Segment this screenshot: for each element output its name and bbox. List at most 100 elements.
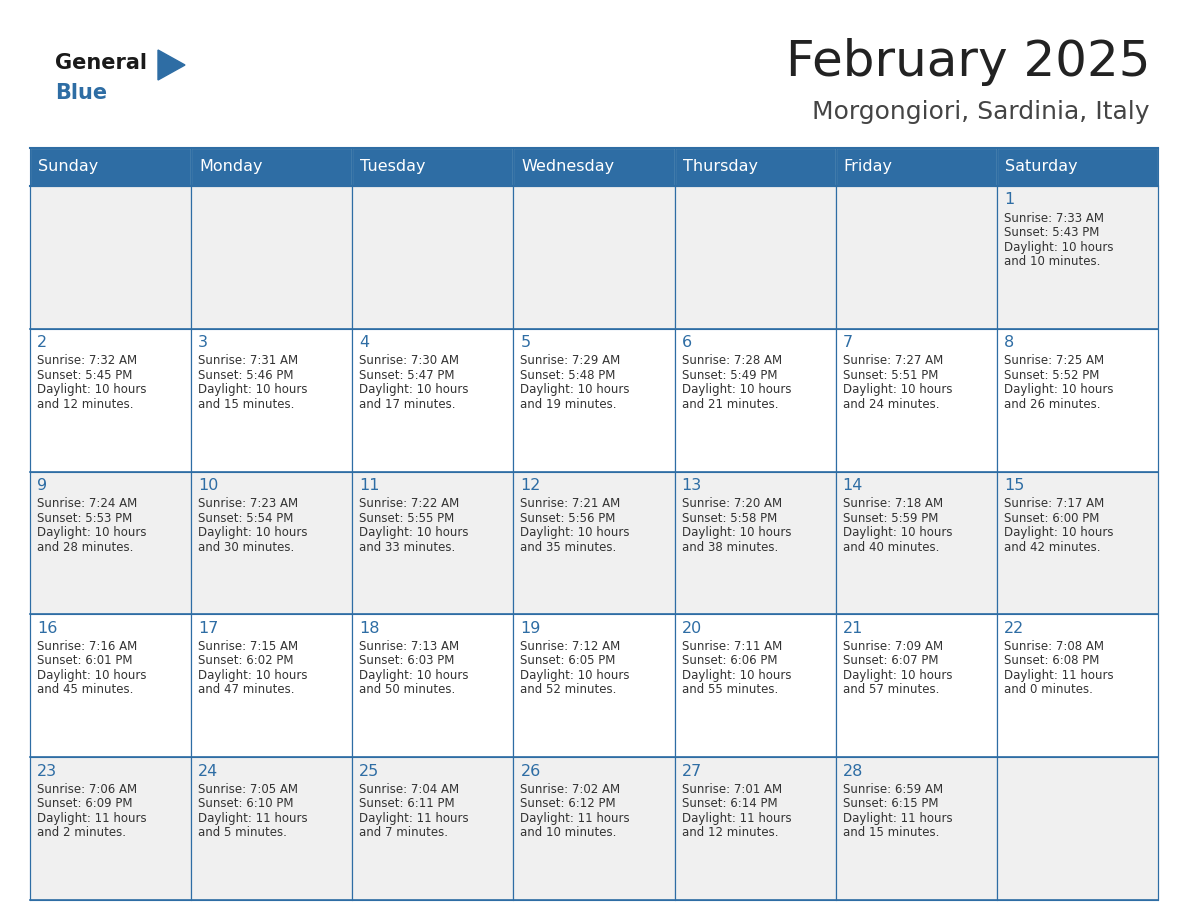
Text: Sunrise: 7:21 AM: Sunrise: 7:21 AM — [520, 498, 620, 510]
Text: 14: 14 — [842, 478, 864, 493]
Bar — [675, 186, 835, 329]
Text: Daylight: 10 hours: Daylight: 10 hours — [198, 526, 308, 539]
Text: Sunrise: 7:06 AM: Sunrise: 7:06 AM — [37, 783, 137, 796]
Bar — [513, 148, 675, 186]
Text: Monday: Monday — [200, 160, 263, 174]
Text: Sunrise: 7:18 AM: Sunrise: 7:18 AM — [842, 498, 943, 510]
Text: Sunset: 6:01 PM: Sunset: 6:01 PM — [37, 655, 133, 667]
Text: and 47 minutes.: and 47 minutes. — [198, 683, 295, 697]
Text: Sunrise: 7:04 AM: Sunrise: 7:04 AM — [359, 783, 460, 796]
Text: Daylight: 11 hours: Daylight: 11 hours — [842, 812, 953, 824]
Bar — [191, 148, 353, 186]
Text: 17: 17 — [198, 621, 219, 636]
Text: Sunrise: 7:17 AM: Sunrise: 7:17 AM — [1004, 498, 1104, 510]
Text: Daylight: 10 hours: Daylight: 10 hours — [682, 526, 791, 539]
Text: and 57 minutes.: and 57 minutes. — [842, 683, 939, 697]
Text: 20: 20 — [682, 621, 702, 636]
Text: Daylight: 10 hours: Daylight: 10 hours — [37, 384, 146, 397]
Text: February 2025: February 2025 — [785, 38, 1150, 86]
Text: 25: 25 — [359, 764, 379, 778]
Text: Sunrise: 7:20 AM: Sunrise: 7:20 AM — [682, 498, 782, 510]
Bar — [353, 186, 513, 329]
Text: Daylight: 10 hours: Daylight: 10 hours — [198, 669, 308, 682]
Text: 9: 9 — [37, 478, 48, 493]
Bar — [835, 757, 997, 900]
Bar — [997, 148, 1158, 186]
Bar — [997, 757, 1158, 900]
Text: Daylight: 10 hours: Daylight: 10 hours — [842, 384, 953, 397]
Text: 8: 8 — [1004, 335, 1015, 351]
Text: Sunset: 6:05 PM: Sunset: 6:05 PM — [520, 655, 615, 667]
Bar — [675, 757, 835, 900]
Text: Sunrise: 7:11 AM: Sunrise: 7:11 AM — [682, 640, 782, 653]
Text: 12: 12 — [520, 478, 541, 493]
Text: 16: 16 — [37, 621, 57, 636]
Text: Sunrise: 7:29 AM: Sunrise: 7:29 AM — [520, 354, 620, 367]
Text: Sunrise: 7:33 AM: Sunrise: 7:33 AM — [1004, 211, 1104, 225]
Text: Sunset: 6:14 PM: Sunset: 6:14 PM — [682, 797, 777, 811]
Text: Sunrise: 7:08 AM: Sunrise: 7:08 AM — [1004, 640, 1104, 653]
Text: Sunset: 6:12 PM: Sunset: 6:12 PM — [520, 797, 617, 811]
Bar — [835, 148, 997, 186]
Bar — [675, 472, 835, 614]
Text: Sunset: 5:48 PM: Sunset: 5:48 PM — [520, 369, 615, 382]
Text: Sunrise: 7:12 AM: Sunrise: 7:12 AM — [520, 640, 620, 653]
Text: Daylight: 10 hours: Daylight: 10 hours — [520, 669, 630, 682]
Text: Sunrise: 7:24 AM: Sunrise: 7:24 AM — [37, 498, 138, 510]
Text: Sunset: 6:00 PM: Sunset: 6:00 PM — [1004, 511, 1099, 524]
Text: Daylight: 11 hours: Daylight: 11 hours — [1004, 669, 1113, 682]
Text: Sunset: 6:06 PM: Sunset: 6:06 PM — [682, 655, 777, 667]
Text: and 17 minutes.: and 17 minutes. — [359, 397, 456, 410]
Text: Daylight: 10 hours: Daylight: 10 hours — [37, 669, 146, 682]
Text: and 21 minutes.: and 21 minutes. — [682, 397, 778, 410]
Bar — [191, 757, 353, 900]
Text: Sunset: 5:53 PM: Sunset: 5:53 PM — [37, 511, 132, 524]
Text: Sunset: 6:07 PM: Sunset: 6:07 PM — [842, 655, 939, 667]
Bar — [997, 186, 1158, 329]
Text: Sunrise: 7:27 AM: Sunrise: 7:27 AM — [842, 354, 943, 367]
Polygon shape — [158, 50, 185, 80]
Text: and 45 minutes.: and 45 minutes. — [37, 683, 133, 697]
Text: Sunset: 5:58 PM: Sunset: 5:58 PM — [682, 511, 777, 524]
Text: 15: 15 — [1004, 478, 1024, 493]
Text: 11: 11 — [359, 478, 380, 493]
Text: Thursday: Thursday — [683, 160, 758, 174]
Text: Daylight: 11 hours: Daylight: 11 hours — [520, 812, 630, 824]
Text: and 7 minutes.: and 7 minutes. — [359, 826, 448, 839]
Bar — [30, 757, 191, 900]
Text: Sunset: 5:43 PM: Sunset: 5:43 PM — [1004, 226, 1099, 239]
Text: 18: 18 — [359, 621, 380, 636]
Text: and 5 minutes.: and 5 minutes. — [198, 826, 287, 839]
Text: Daylight: 10 hours: Daylight: 10 hours — [842, 526, 953, 539]
Text: Daylight: 10 hours: Daylight: 10 hours — [359, 526, 469, 539]
Bar — [835, 186, 997, 329]
Bar — [835, 472, 997, 614]
Text: Sunrise: 7:02 AM: Sunrise: 7:02 AM — [520, 783, 620, 796]
Bar — [353, 329, 513, 472]
Text: and 19 minutes.: and 19 minutes. — [520, 397, 617, 410]
Text: Morgongiori, Sardinia, Italy: Morgongiori, Sardinia, Italy — [813, 100, 1150, 124]
Bar — [675, 148, 835, 186]
Text: and 26 minutes.: and 26 minutes. — [1004, 397, 1100, 410]
Text: and 30 minutes.: and 30 minutes. — [198, 541, 295, 554]
Text: Sunset: 5:56 PM: Sunset: 5:56 PM — [520, 511, 615, 524]
Text: Sunset: 6:11 PM: Sunset: 6:11 PM — [359, 797, 455, 811]
Text: Daylight: 11 hours: Daylight: 11 hours — [682, 812, 791, 824]
Text: 3: 3 — [198, 335, 208, 351]
Text: and 15 minutes.: and 15 minutes. — [198, 397, 295, 410]
Text: Daylight: 10 hours: Daylight: 10 hours — [359, 384, 469, 397]
Text: and 55 minutes.: and 55 minutes. — [682, 683, 778, 697]
Text: Sunset: 6:10 PM: Sunset: 6:10 PM — [198, 797, 293, 811]
Text: and 12 minutes.: and 12 minutes. — [682, 826, 778, 839]
Text: Daylight: 10 hours: Daylight: 10 hours — [682, 384, 791, 397]
Bar — [353, 757, 513, 900]
Bar — [191, 329, 353, 472]
Text: Friday: Friday — [843, 160, 892, 174]
Text: Sunrise: 7:09 AM: Sunrise: 7:09 AM — [842, 640, 943, 653]
Text: Sunset: 5:45 PM: Sunset: 5:45 PM — [37, 369, 132, 382]
Text: Sunrise: 7:05 AM: Sunrise: 7:05 AM — [198, 783, 298, 796]
Text: Sunrise: 7:28 AM: Sunrise: 7:28 AM — [682, 354, 782, 367]
Bar — [353, 472, 513, 614]
Text: and 0 minutes.: and 0 minutes. — [1004, 683, 1093, 697]
Text: Sunset: 6:15 PM: Sunset: 6:15 PM — [842, 797, 939, 811]
